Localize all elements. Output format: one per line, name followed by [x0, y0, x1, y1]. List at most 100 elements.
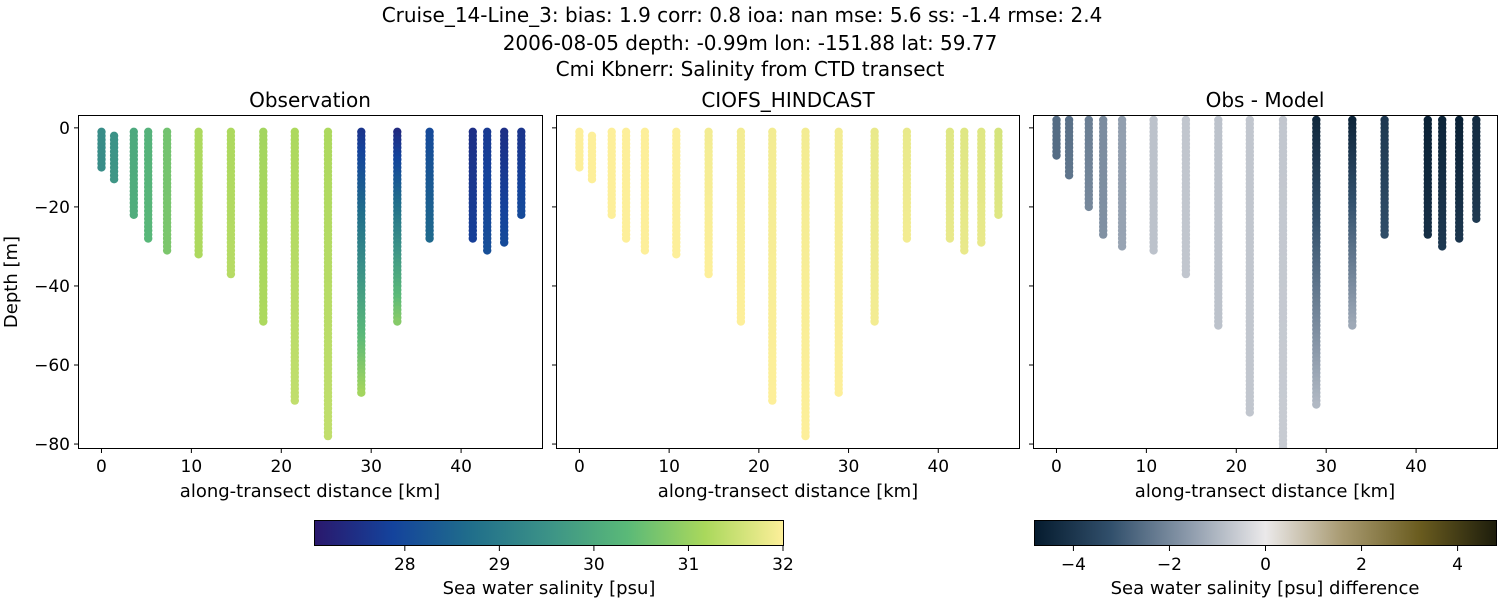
profile-cast	[1052, 116, 1061, 160]
data-point	[194, 250, 203, 259]
x-tick-label: 0	[96, 457, 107, 477]
y-ticks-observation: 0 −20 −40 −60 −80	[34, 119, 79, 455]
colorbar-tick-label: 28	[394, 555, 416, 575]
x-tick-label: 20	[1225, 457, 1247, 477]
colorbar-difference-bar	[1034, 520, 1497, 546]
data-point	[468, 234, 477, 243]
x-ticks-observation: 0 10 20 30 40	[96, 448, 472, 477]
colorbar-difference-ticks: −4 −2 0 2 4	[1061, 546, 1463, 575]
data-point	[945, 234, 955, 243]
profile-cast	[1214, 116, 1223, 330]
profile-cast	[977, 127, 986, 247]
colorbar-tick-label: −2	[1157, 555, 1182, 575]
data-point	[1149, 246, 1158, 255]
profile-cast	[425, 127, 434, 243]
profile-cast	[1312, 116, 1321, 409]
profile-cast	[945, 127, 955, 243]
colorbar-tick-label: 32	[772, 555, 794, 575]
profile-cast	[1472, 116, 1481, 223]
x-tick-label: 0	[1051, 457, 1062, 477]
profile-cast	[736, 127, 746, 326]
axes-frame-difference	[1033, 115, 1498, 449]
x-tick-label: 20	[748, 457, 770, 477]
data-point	[1348, 321, 1357, 330]
profile-cast	[1064, 116, 1074, 180]
colorbar-difference: −4 −2 0 2 4 Sea water salinity [psu] differe…	[1034, 520, 1497, 599]
colorbar-salinity: 28 29 30 31 32 Sea water salinity [psu]	[314, 520, 794, 599]
profile-cast	[704, 127, 713, 279]
profile-cast	[109, 131, 119, 184]
colorbar-salinity-label: Sea water salinity [psu]	[443, 578, 656, 599]
profile-cast	[517, 127, 526, 219]
profile-cast	[483, 127, 492, 255]
x-tick-label: 40	[1405, 457, 1427, 477]
observation-marks	[97, 127, 526, 441]
profile-cast	[97, 127, 106, 172]
profile-cast	[1149, 116, 1158, 255]
x-tick-label: 30	[1315, 457, 1337, 477]
x-axis-label-difference: along-transect distance [km]	[1135, 481, 1395, 502]
profile-cast	[1380, 116, 1389, 239]
x-tick-label: 40	[927, 457, 949, 477]
profile-cast	[290, 127, 299, 405]
profile-cast	[801, 127, 810, 441]
suptitle-line-3: Cmi Kbnerr: Salinity from CTD transect	[556, 57, 945, 81]
colorbar-salinity-bar	[314, 520, 784, 546]
profile-cast	[1117, 116, 1127, 251]
colorbar-tick-label: 30	[583, 555, 605, 575]
data-point	[768, 396, 777, 405]
profile-cast	[500, 127, 509, 247]
colorbar-difference-label: Sea water salinity [psu] difference	[1111, 578, 1420, 599]
x-ticks-model: 0 10 20 30 40	[574, 448, 949, 477]
data-point	[500, 238, 509, 247]
y-tick-label: −40	[34, 277, 70, 297]
colorbar-tick-label: 0	[1260, 555, 1271, 575]
y-axis-label: Depth [m]	[1, 236, 22, 328]
profile-cast	[768, 127, 777, 405]
data-point	[323, 431, 333, 441]
data-point	[1472, 214, 1481, 223]
profile-cast	[607, 127, 616, 219]
y-ticks-difference	[1029, 127, 1034, 445]
x-tick-label: 20	[270, 457, 292, 477]
profile-cast	[259, 127, 268, 326]
x-tick-label: 30	[838, 457, 860, 477]
panel-observation: Observation 0 10 20 30 40 0 −20 −40 −60 −80 alon…	[1, 88, 543, 502]
difference-marks	[1052, 116, 1481, 448]
x-tick-label: 30	[360, 457, 382, 477]
data-point	[144, 234, 153, 243]
panel-title-observation: Observation	[249, 88, 371, 112]
suptitle-line-1: Cruise_14-Line_3: bias: 1.9 corr: 0.8 io…	[382, 3, 1103, 27]
colorbar-tick-label: 2	[1356, 555, 1367, 575]
colorbar-tick-label: −4	[1061, 555, 1086, 575]
data-point	[517, 210, 526, 219]
profile-cast	[226, 127, 236, 279]
data-point	[129, 210, 138, 219]
suptitle-line-2: 2006-08-05 depth: -0.99m lon: -151.88 la…	[503, 31, 998, 55]
data-point	[640, 246, 650, 255]
panel-title-model: CIOFS_HINDCAST	[701, 88, 875, 112]
data-point	[97, 163, 106, 172]
profile-cast	[1278, 116, 1288, 448]
x-axis-label-observation: along-transect distance [km]	[180, 481, 440, 502]
data-point	[1064, 171, 1074, 180]
profile-cast	[902, 127, 912, 243]
data-point	[259, 317, 268, 326]
data-point	[483, 246, 492, 255]
profile-cast	[870, 127, 879, 326]
profile-cast	[1438, 116, 1447, 251]
data-point	[162, 246, 172, 255]
profile-cast	[1423, 116, 1433, 239]
data-point	[226, 269, 236, 279]
x-axis-label-model: along-transect distance [km]	[658, 481, 918, 502]
profile-cast	[468, 127, 477, 243]
profile-cast	[144, 127, 153, 243]
data-point	[393, 317, 402, 326]
data-point	[736, 317, 746, 326]
y-ticks-model	[552, 127, 557, 445]
profile-cast	[994, 127, 1003, 219]
data-point	[977, 238, 986, 247]
data-point	[425, 234, 434, 243]
profile-cast	[1245, 116, 1255, 417]
profile-cast	[587, 131, 597, 184]
